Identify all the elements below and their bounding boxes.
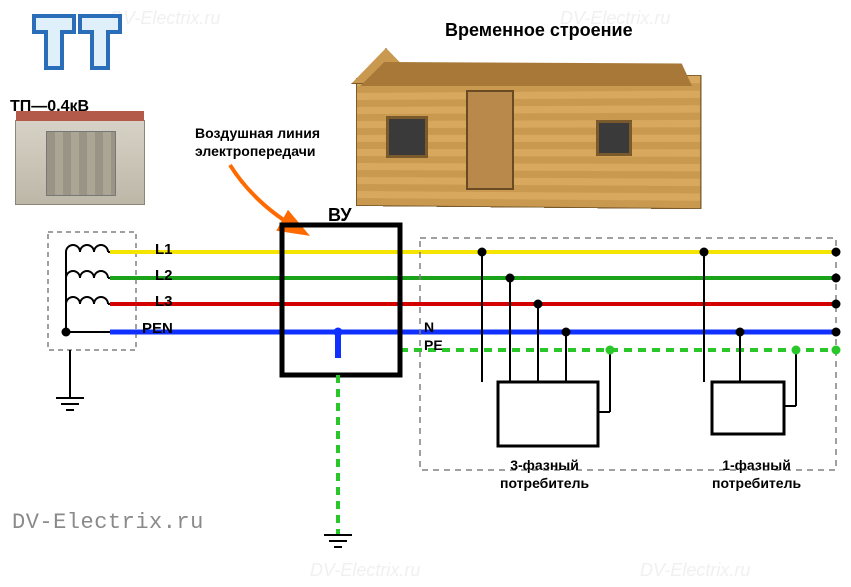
wiring-diagram (0, 0, 851, 587)
site-credit: DV-Electrix.ru (12, 510, 204, 535)
label-pe: PE (424, 337, 443, 353)
label-l1: L1 (155, 241, 173, 258)
label-n: N (424, 319, 434, 335)
consumer3-label: 3-фазный потребитель (500, 456, 589, 492)
label-l2: L2 (155, 267, 173, 284)
consumer1-l1: 1-фазный (722, 457, 791, 473)
label-pen: PEN (142, 320, 173, 337)
consumer3-l1: 3-фазный (510, 457, 579, 473)
consumer1-label: 1-фазный потребитель (712, 456, 801, 492)
label-l3: L3 (155, 293, 173, 310)
consumer1-l2: потребитель (712, 475, 801, 491)
consumer3-l2: потребитель (500, 475, 589, 491)
